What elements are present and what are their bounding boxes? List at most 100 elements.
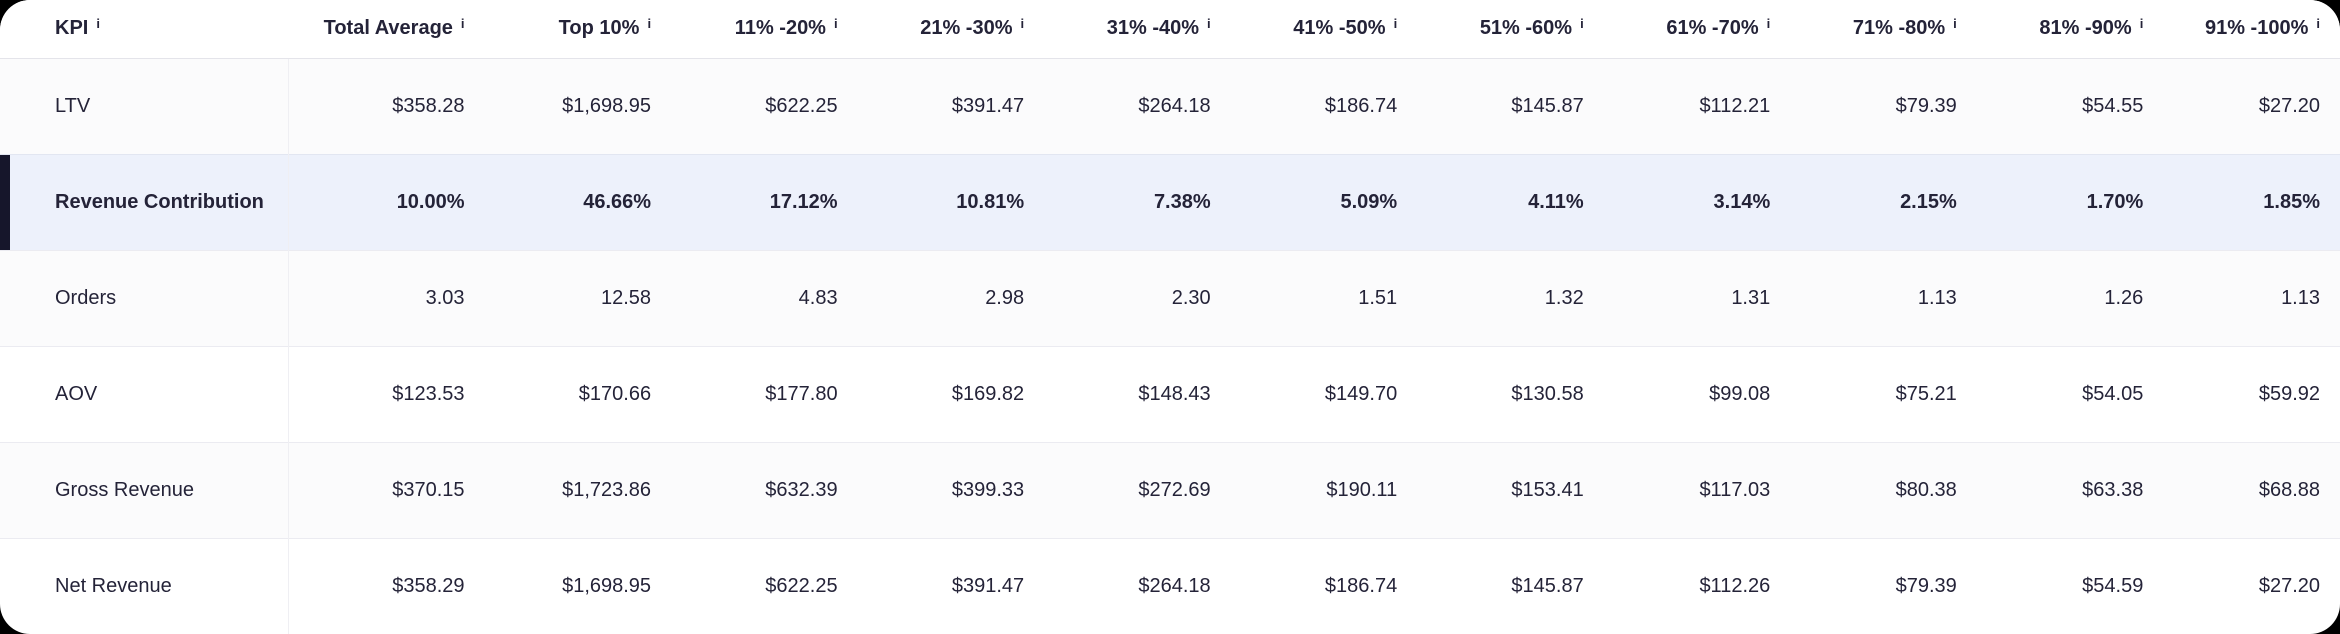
value-cell: $54.59: [1966, 537, 2154, 634]
value-cell: 1.13: [1780, 249, 1967, 346]
value-cell: $358.28: [392, 94, 465, 117]
column-header-label: 61% -70%: [1666, 17, 1759, 40]
column-header-label: 11% -20%: [734, 17, 826, 40]
info-icon[interactable]: i: [96, 16, 100, 32]
column-header-label: 81% -90%: [2039, 17, 2132, 40]
kpi-label-cell: LTV: [0, 58, 289, 154]
kpi-row-revenue-contribution[interactable]: Revenue Contribution 10.00% 46.66% 17.12% 10…: [0, 153, 2340, 250]
header-row: KPI i Total Average i Top 10% i 11% -20% i 21% -…: [0, 0, 2340, 59]
kpi-label-cell: Revenue Contribution: [0, 153, 289, 250]
value-cell: $80.38: [1780, 441, 1967, 538]
value-cell: $112.21: [1699, 94, 1771, 117]
column-header-61-70: 61% -70% i: [1593, 0, 1781, 59]
column-header-21-30: 21% -30% i: [847, 0, 1035, 59]
value-cell: $123.53: [288, 345, 475, 442]
column-header-41-50: 41% -50% i: [1220, 0, 1408, 59]
kpi-label-cell: Net Revenue: [0, 537, 289, 634]
value-cell: 12.58: [474, 249, 662, 346]
value-cell: $272.69: [1034, 441, 1221, 538]
value-cell: $153.41: [1407, 441, 1594, 538]
table-header: KPI i Total Average i Top 10% i 11% -20% i 21% -…: [0, 0, 2340, 59]
column-header-label: Top 10%: [558, 17, 640, 40]
value-cell: $112.26: [1593, 537, 1781, 634]
info-icon[interactable]: i: [460, 16, 465, 32]
kpi-row-aov[interactable]: AOV $123.53 $170.66 $177.80 $169.82 $148.43 $1…: [0, 345, 2340, 442]
value-cell: $391.47: [847, 537, 1035, 634]
value-cell: 7.38%: [1034, 153, 1221, 250]
value-cell: 3.14%: [1593, 153, 1781, 250]
value-cell: $63.38: [1966, 441, 2154, 538]
value-cell: $79.39: [1780, 537, 1967, 634]
value-cell: 1.32: [1407, 249, 1594, 346]
kpi-row-gross-revenue[interactable]: Gross Revenue $370.15 $1,723.86 $632.39 $399…: [0, 441, 2340, 538]
value-cell: 10.81%: [847, 153, 1035, 250]
column-header-31-40: 31% -40% i: [1034, 0, 1221, 59]
value-cell: $27.20: [2258, 94, 2320, 117]
value-cell: 2.30: [1034, 249, 1221, 346]
value-cell: $190.11: [1220, 441, 1408, 538]
value-cell: 1.31: [1593, 249, 1781, 346]
value-cell: 4.83: [661, 249, 848, 346]
value-cell: 3.03: [288, 249, 475, 346]
kpi-row-orders[interactable]: Orders 3.03 12.58 4.83 2.98 2.30 1.51 1.32 1.31 1…: [0, 249, 2340, 346]
info-icon[interactable]: i: [1580, 16, 1584, 32]
value-cell: $75.21: [1780, 345, 1967, 442]
value-cell: $264.18: [1034, 537, 1221, 634]
column-header-label: 91% -100%: [2204, 17, 2309, 40]
info-icon[interactable]: i: [1953, 16, 1957, 32]
info-icon[interactable]: i: [647, 16, 652, 32]
info-icon[interactable]: i: [2316, 16, 2320, 32]
column-header-label: 31% -40%: [1106, 17, 1200, 40]
value-cell: $54.55: [2082, 94, 2144, 117]
value-cell: $1,723.86: [474, 441, 662, 538]
value-cell: $1,698.95: [474, 537, 662, 634]
value-cell: $68.88: [2153, 441, 2340, 538]
value-cell: $145.87: [1407, 537, 1594, 634]
column-header-label: 21% -30%: [920, 17, 1013, 40]
value-cell: $169.82: [847, 345, 1035, 442]
value-cell: 2.98: [847, 249, 1035, 346]
value-cell: 4.11%: [1407, 153, 1594, 250]
column-header-91-100: 91% -100% i: [2153, 0, 2340, 59]
kpi-row-ltv[interactable]: LTV $358.28 $1,698.95 $622.25 $391.47 $264.18…: [0, 58, 2340, 154]
info-icon[interactable]: i: [2139, 16, 2144, 32]
column-header-label: KPI: [55, 17, 89, 40]
value-cell: 1.26: [1966, 249, 2154, 346]
info-icon[interactable]: i: [833, 16, 838, 32]
column-header-71-80: 71% -80% i: [1780, 0, 1967, 59]
value-cell: $391.47: [951, 94, 1025, 117]
value-cell: $370.15: [288, 441, 475, 538]
table-body: LTV $358.28 $1,698.95 $622.25 $391.47 $264.18…: [0, 58, 2340, 634]
value-cell: 5.09%: [1220, 153, 1408, 250]
column-header-kpi: KPI i: [0, 0, 288, 59]
value-cell: $186.74: [1220, 537, 1408, 634]
value-cell: $59.92: [2153, 345, 2340, 442]
value-cell: 1.70%: [1966, 153, 2154, 250]
column-header-51-60: 51% -60% i: [1407, 0, 1594, 59]
value-cell: 2.15%: [1780, 153, 1967, 250]
value-cell: $632.39: [661, 441, 848, 538]
kpi-row-net-revenue[interactable]: Net Revenue $358.29 $1,698.95 $622.25 $391.4…: [0, 537, 2340, 634]
kpi-label-cell: AOV: [0, 345, 289, 442]
value-cell: $622.25: [765, 94, 838, 117]
value-cell: $149.70: [1220, 345, 1408, 442]
value-cell: $1,698.95: [562, 94, 652, 117]
column-header-label: 71% -80%: [1852, 17, 1946, 40]
value-cell: 1.85%: [2153, 153, 2340, 250]
value-cell: $79.39: [1895, 94, 1957, 117]
column-header-11-20: 11% -20% i: [661, 0, 848, 59]
column-header-label: Total Average: [323, 17, 453, 40]
value-cell: $117.03: [1593, 441, 1781, 538]
info-icon[interactable]: i: [1766, 16, 1771, 32]
info-icon[interactable]: i: [1207, 16, 1211, 32]
value-cell: $99.08: [1593, 345, 1781, 442]
info-icon[interactable]: i: [1020, 16, 1025, 32]
value-cell: $170.66: [474, 345, 662, 442]
value-cell: $264.18: [1138, 94, 1211, 117]
info-icon[interactable]: i: [1393, 16, 1398, 32]
column-header-label: 41% -50%: [1293, 17, 1386, 40]
kpi-label-cell: Gross Revenue: [0, 441, 289, 538]
value-cell: $358.29: [288, 537, 475, 634]
